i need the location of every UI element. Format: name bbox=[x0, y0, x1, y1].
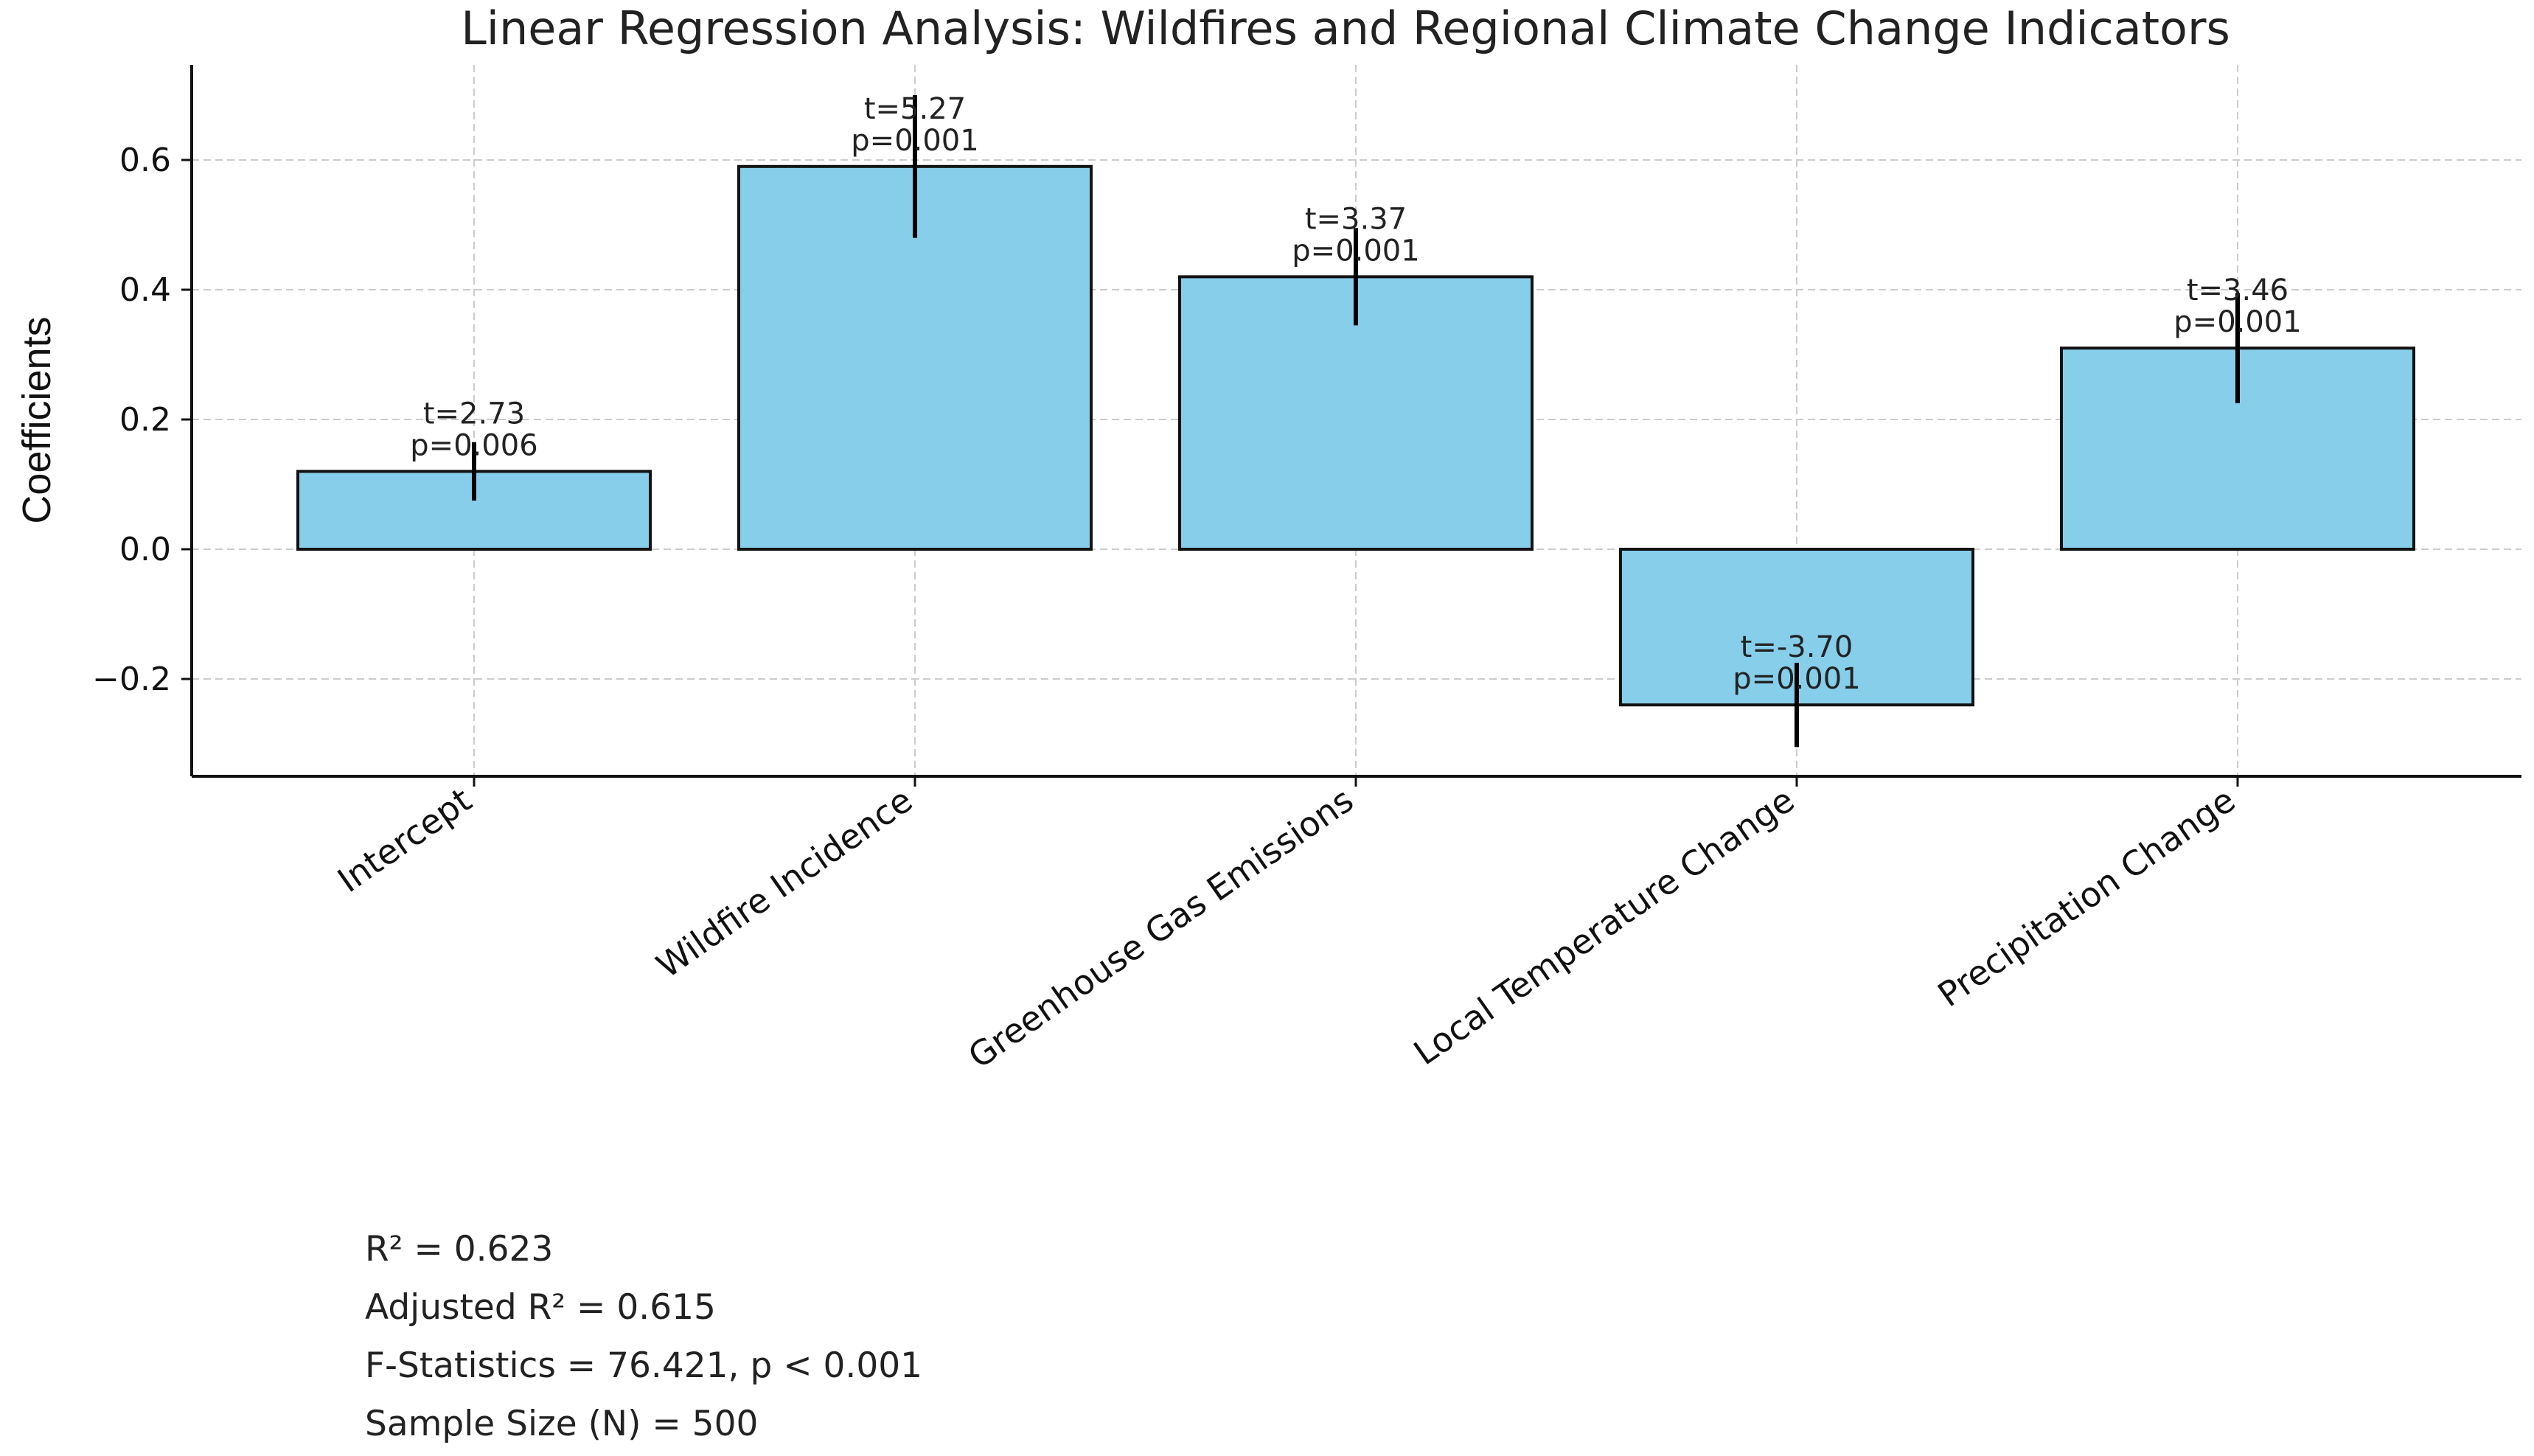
y-tick-label: 0.4 bbox=[119, 271, 171, 309]
p-value-label: p=0.001 bbox=[851, 124, 978, 158]
y-tick-label: 0.6 bbox=[119, 142, 171, 179]
x-tick-label: Wildfire Incidence bbox=[649, 780, 919, 986]
stats-block: R² = 0.623 Adjusted R² = 0.615 F-Statist… bbox=[365, 1229, 922, 1444]
x-tick-label: Local Temperature Change bbox=[1407, 780, 1802, 1073]
sample-size-text: Sample Size (N) = 500 bbox=[365, 1404, 758, 1444]
t-stat-label: t=-3.70 bbox=[1741, 630, 1853, 664]
p-value-label: p=0.001 bbox=[2173, 305, 2301, 339]
p-value-label: p=0.006 bbox=[410, 428, 537, 462]
adjusted-r-squared-text: Adjusted R² = 0.615 bbox=[365, 1287, 716, 1328]
y-axis-label: Coefficients bbox=[15, 316, 59, 523]
p-value-label: p=0.001 bbox=[1733, 662, 1860, 696]
t-stat-label: t=5.27 bbox=[864, 92, 966, 126]
x-tick-label: Greenhouse Gas Emissions bbox=[961, 780, 1360, 1076]
axes bbox=[181, 65, 2521, 787]
x-tick-label: Intercept bbox=[330, 780, 478, 900]
y-tick-label: −0.2 bbox=[92, 661, 171, 698]
f-statistic-text: F-Statistics = 76.421, p < 0.001 bbox=[365, 1345, 922, 1386]
x-tick-label: Precipitation Change bbox=[1931, 780, 2243, 1015]
t-stat-label: t=3.46 bbox=[2187, 274, 2288, 307]
y-tick-label: 0.0 bbox=[119, 531, 171, 568]
r-squared-text: R² = 0.623 bbox=[365, 1229, 553, 1269]
t-stat-label: t=3.37 bbox=[1305, 202, 1407, 236]
y-tick-label: 0.2 bbox=[119, 401, 171, 439]
t-stat-label: t=2.73 bbox=[423, 397, 525, 431]
chart-title: Linear Regression Analysis: Wildfires an… bbox=[461, 1, 2230, 55]
bars bbox=[296, 95, 2415, 748]
p-value-label: p=0.001 bbox=[1292, 234, 1419, 268]
